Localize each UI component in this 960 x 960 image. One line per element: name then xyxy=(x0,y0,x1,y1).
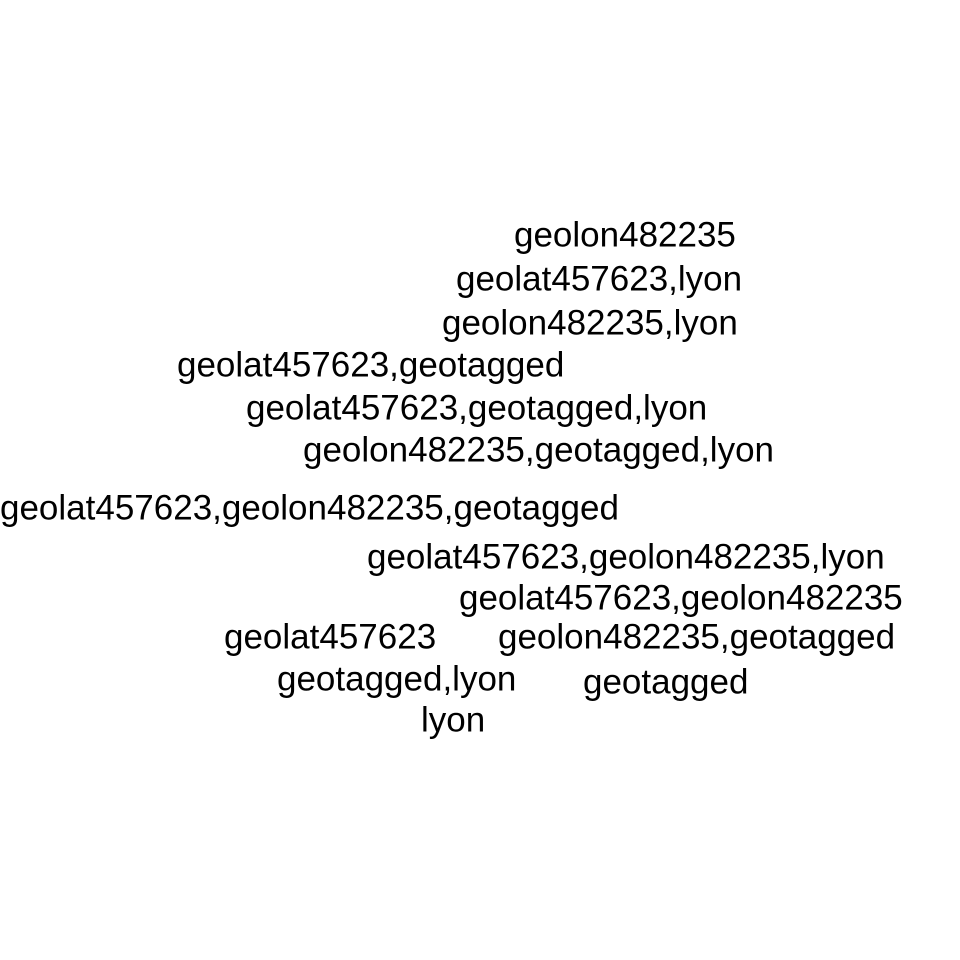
tag-label: geolon482235,geotagged,lyon xyxy=(303,430,774,470)
tag-label: geolat457623,geotagged xyxy=(177,345,565,385)
tag-label: geolat457623,geolon482235,geotagged xyxy=(0,488,619,528)
tag-label: geolat457623,geolon482235 xyxy=(459,578,903,618)
tag-label: geolat457623,geotagged,lyon xyxy=(246,388,708,428)
tag-label: geolat457623 xyxy=(224,617,437,657)
tag-label: geolon482235,geotagged xyxy=(498,617,896,657)
tag-label: geolon482235,lyon xyxy=(442,303,738,343)
tag-label: geolat457623,lyon xyxy=(456,259,743,299)
tag-label: geotagged,lyon xyxy=(277,659,517,699)
tag-label: geotagged xyxy=(583,662,749,702)
tag-label: geolon482235 xyxy=(514,215,736,255)
tag-label: lyon xyxy=(421,700,486,740)
tag-label: geolat457623,geolon482235,lyon xyxy=(367,537,885,577)
